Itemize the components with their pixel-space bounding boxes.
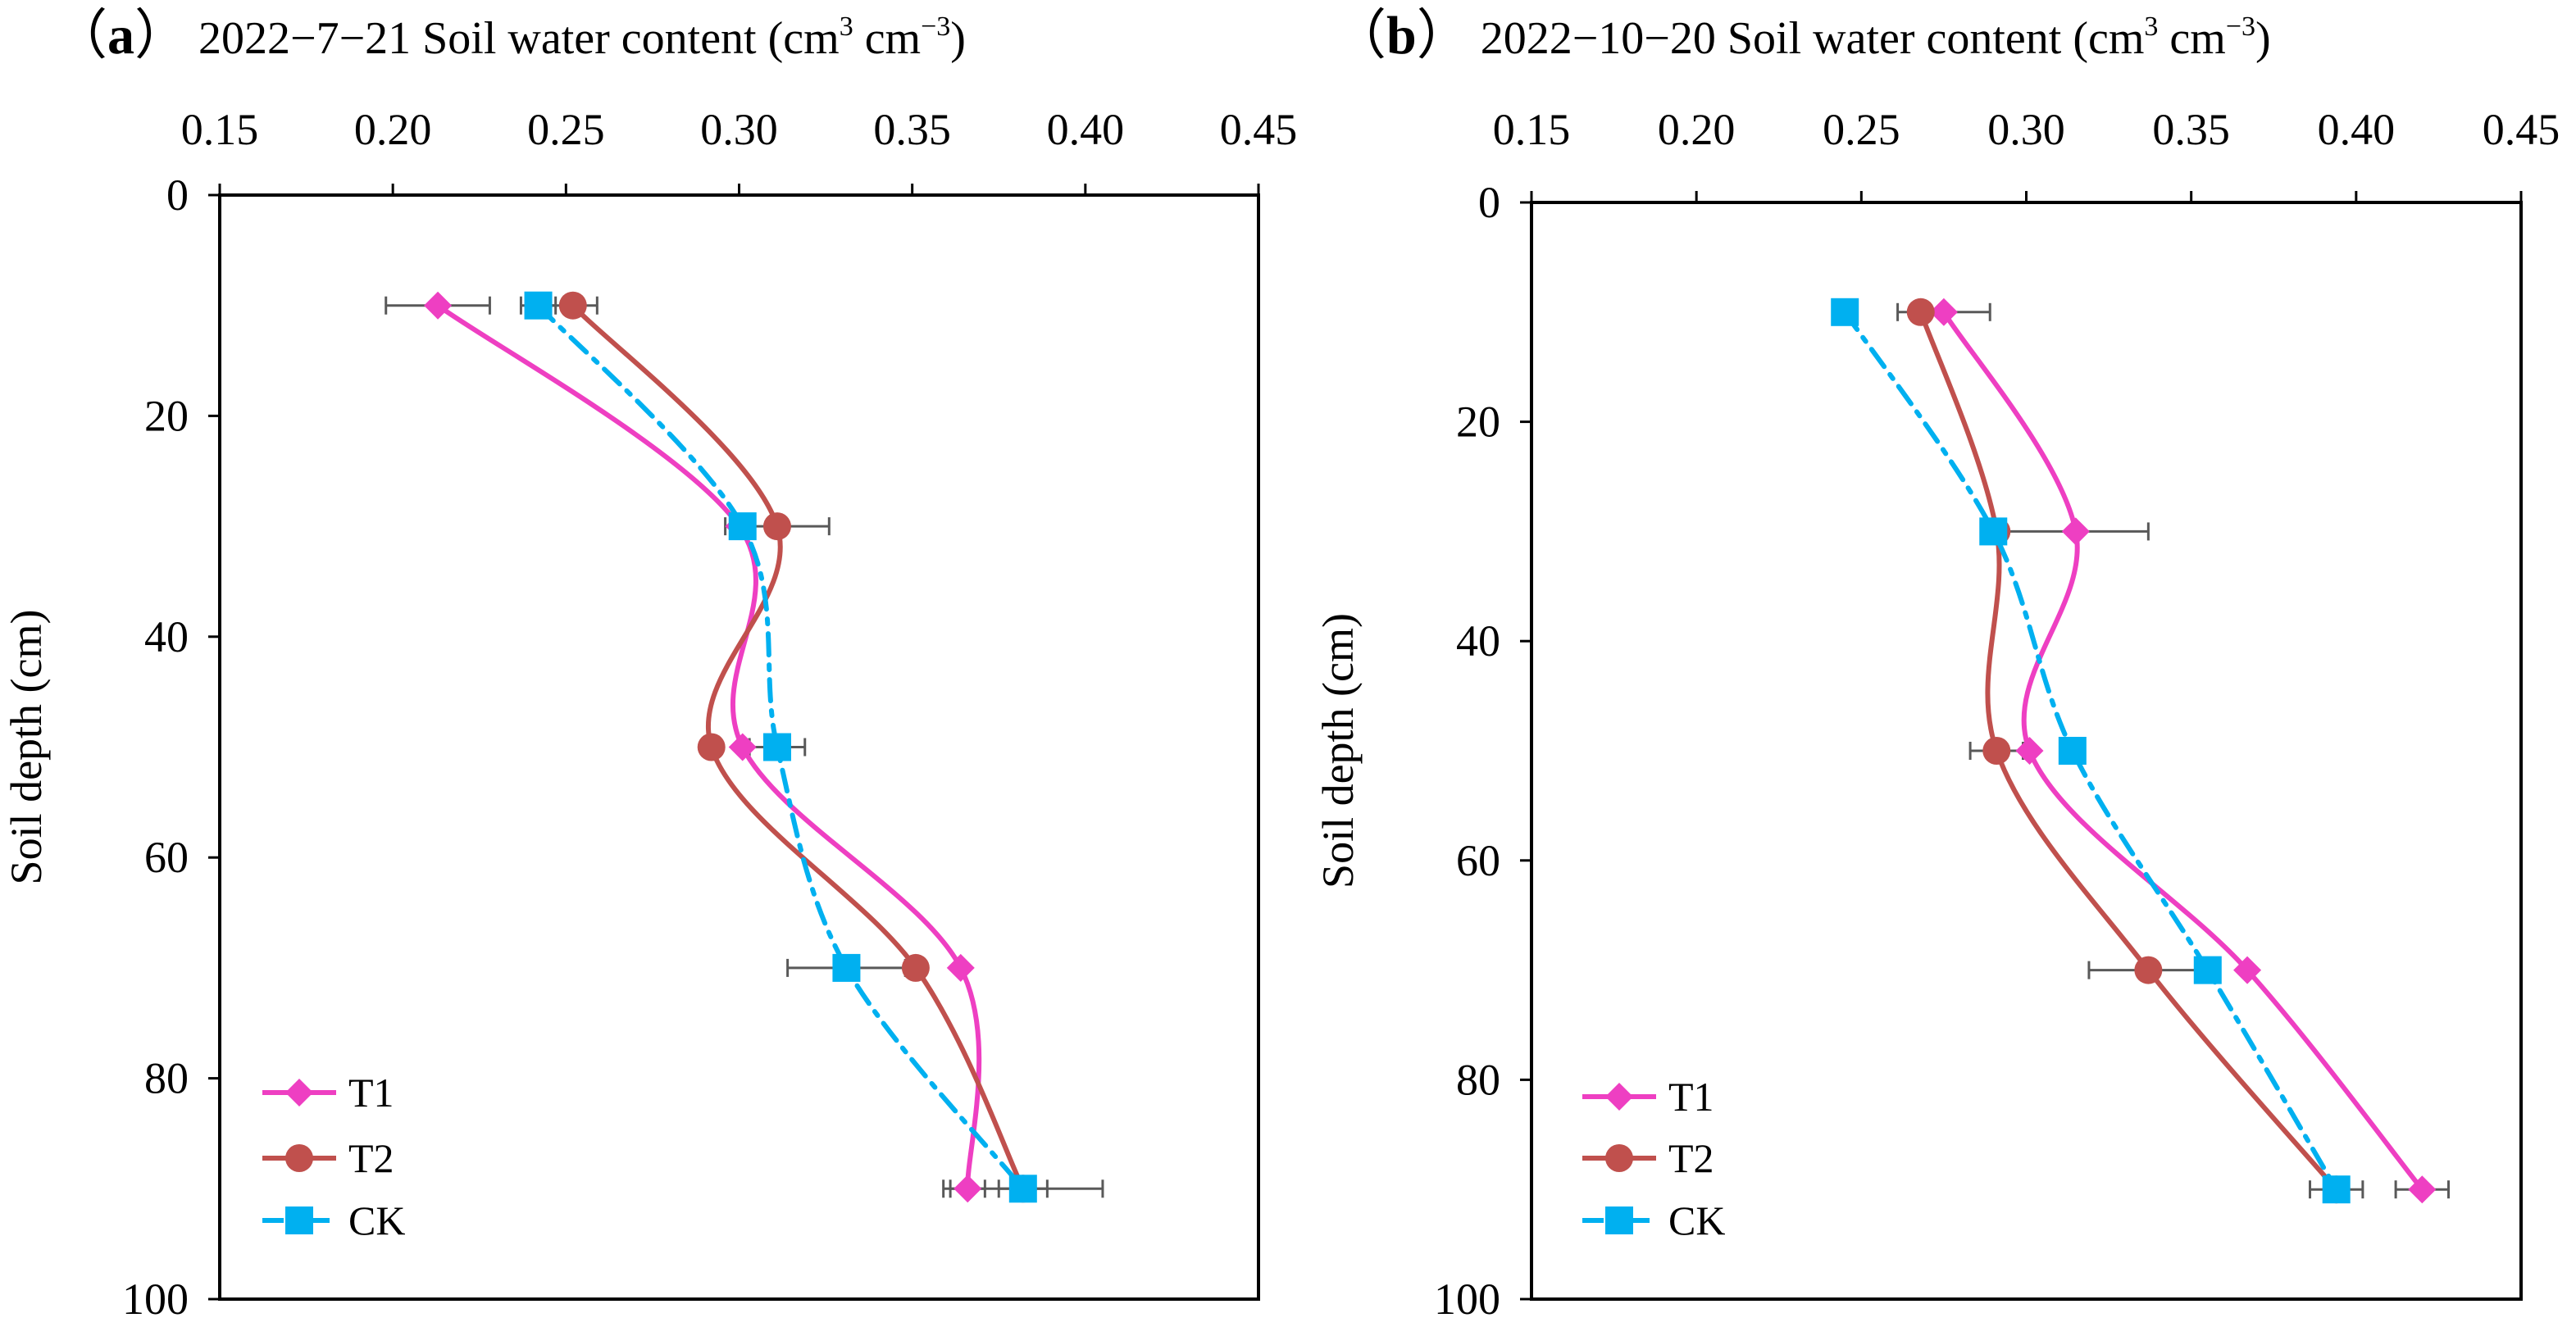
legend-label-t1: T1 xyxy=(1668,1074,1714,1120)
data-point-ck xyxy=(1979,517,2008,546)
legend-marker-t2 xyxy=(285,1144,313,1172)
y-tick-label: 60 xyxy=(1456,836,1500,885)
title-sup: 3 xyxy=(2144,11,2158,42)
data-point-t2 xyxy=(2134,956,2163,984)
data-point-ck xyxy=(2193,956,2222,984)
y-axis-label: Soil depth (cm) xyxy=(1313,613,1363,888)
x-tick-label: 0.35 xyxy=(2152,105,2230,154)
x-tick-label: 0.30 xyxy=(700,105,778,154)
y-tick-label: 20 xyxy=(1456,398,1500,447)
data-point-ck xyxy=(2322,1175,2351,1204)
data-point-t2 xyxy=(558,291,587,320)
data-point-t1 xyxy=(2233,956,2262,984)
x-tick-label: 0.15 xyxy=(1493,105,1571,154)
y-tick-label: 20 xyxy=(144,391,189,440)
data-point-ck xyxy=(1831,298,1859,326)
data-point-t2 xyxy=(762,512,791,541)
panel-letter: a xyxy=(107,6,134,66)
data-point-t1 xyxy=(2408,1175,2437,1204)
data-point-t2 xyxy=(901,953,930,982)
x-tick-label: 0.40 xyxy=(1047,105,1125,154)
data-point-t1 xyxy=(2061,517,2090,546)
y-tick-label: 0 xyxy=(1478,178,1500,227)
data-point-t2 xyxy=(1906,298,1935,326)
data-point-t1 xyxy=(953,1175,982,1203)
title-unit: cm xyxy=(853,13,921,64)
data-point-t2 xyxy=(1982,737,2011,765)
data-point-ck xyxy=(832,953,861,982)
legend-label-t2: T2 xyxy=(348,1135,394,1181)
title-close: ) xyxy=(950,13,966,64)
x-tick-label: 0.45 xyxy=(2483,105,2560,154)
panel-label-close: ） xyxy=(1417,6,1471,66)
data-point-ck xyxy=(1008,1175,1037,1203)
data-point-t1 xyxy=(946,953,975,982)
legend-marker-t2 xyxy=(1605,1144,1633,1172)
chart-title: （b） 2022−10−20 Soil water content (cm3 cm… xyxy=(1332,6,2271,66)
y-tick-label: 0 xyxy=(166,170,189,220)
legend-label-ck: CK xyxy=(348,1197,405,1243)
chart-panel-b: （b） 2022−10−20 Soil water content (cm3 cm… xyxy=(1313,6,2560,1324)
y-tick-label: 100 xyxy=(1434,1275,1500,1324)
title-text: 2022−7−21 Soil water content (cm xyxy=(198,13,840,64)
x-tick-label: 0.30 xyxy=(1987,105,2065,154)
y-tick-label: 100 xyxy=(122,1275,189,1324)
title-unit: cm xyxy=(2158,13,2225,64)
panel-label: （ xyxy=(1332,6,1386,66)
legend-marker-ck xyxy=(1605,1206,1633,1234)
legend-label-t1: T1 xyxy=(348,1070,394,1116)
x-tick-label: 0.15 xyxy=(181,105,259,154)
legend-marker-t1 xyxy=(285,1079,313,1107)
legend-marker-ck xyxy=(285,1206,313,1234)
data-point-t1 xyxy=(728,733,757,761)
x-tick-label: 0.35 xyxy=(873,105,951,154)
y-tick-label: 40 xyxy=(1456,616,1500,666)
series-line-t1 xyxy=(435,302,982,1192)
x-tick-label: 0.25 xyxy=(527,105,605,154)
legend-label-t2: T2 xyxy=(1668,1135,1714,1181)
data-point-ck xyxy=(728,512,757,541)
series-line-ck xyxy=(1842,309,2339,1193)
data-point-ck xyxy=(762,733,791,761)
x-tick-label: 0.20 xyxy=(1658,105,1736,154)
legend-marker-t1 xyxy=(1605,1083,1633,1111)
y-tick-label: 60 xyxy=(144,833,189,882)
x-tick-label: 0.45 xyxy=(1220,105,1298,154)
panel-label: （ xyxy=(53,6,107,66)
title-text: 2022−10−20 Soil water content (cm xyxy=(1481,13,2145,64)
title-sup: 3 xyxy=(840,11,853,42)
legend: T1 T2 CK xyxy=(262,1070,405,1243)
x-tick-label: 0.20 xyxy=(354,105,432,154)
y-tick-label: 80 xyxy=(144,1054,189,1103)
legend-label-ck: CK xyxy=(1668,1197,1725,1243)
y-tick-label: 40 xyxy=(144,612,189,661)
data-point-t2 xyxy=(697,733,726,761)
legend: T1 T2 CK xyxy=(1582,1074,1725,1243)
data-point-t1 xyxy=(2015,737,2044,765)
title-close: ) xyxy=(2255,13,2271,64)
y-axis-label: Soil depth (cm) xyxy=(2,610,51,885)
data-point-ck xyxy=(524,291,553,320)
y-tick-label: 80 xyxy=(1456,1055,1500,1104)
chart-panel-a: （a） 2022−7−21 Soil water content (cm3 cm−… xyxy=(2,6,1297,1324)
title-sup: −3 xyxy=(921,11,950,42)
panel-letter: b xyxy=(1386,6,1417,66)
data-point-ck xyxy=(2058,737,2087,765)
panel-label-close: ） xyxy=(134,6,189,66)
data-point-t1 xyxy=(1929,298,1958,326)
x-tick-label: 0.25 xyxy=(1823,105,1900,154)
x-tick-label: 0.40 xyxy=(2318,105,2396,154)
data-point-t1 xyxy=(424,291,453,320)
chart-title: （a） 2022−7−21 Soil water content (cm3 cm−… xyxy=(53,6,966,66)
title-sup: −3 xyxy=(2226,11,2255,42)
